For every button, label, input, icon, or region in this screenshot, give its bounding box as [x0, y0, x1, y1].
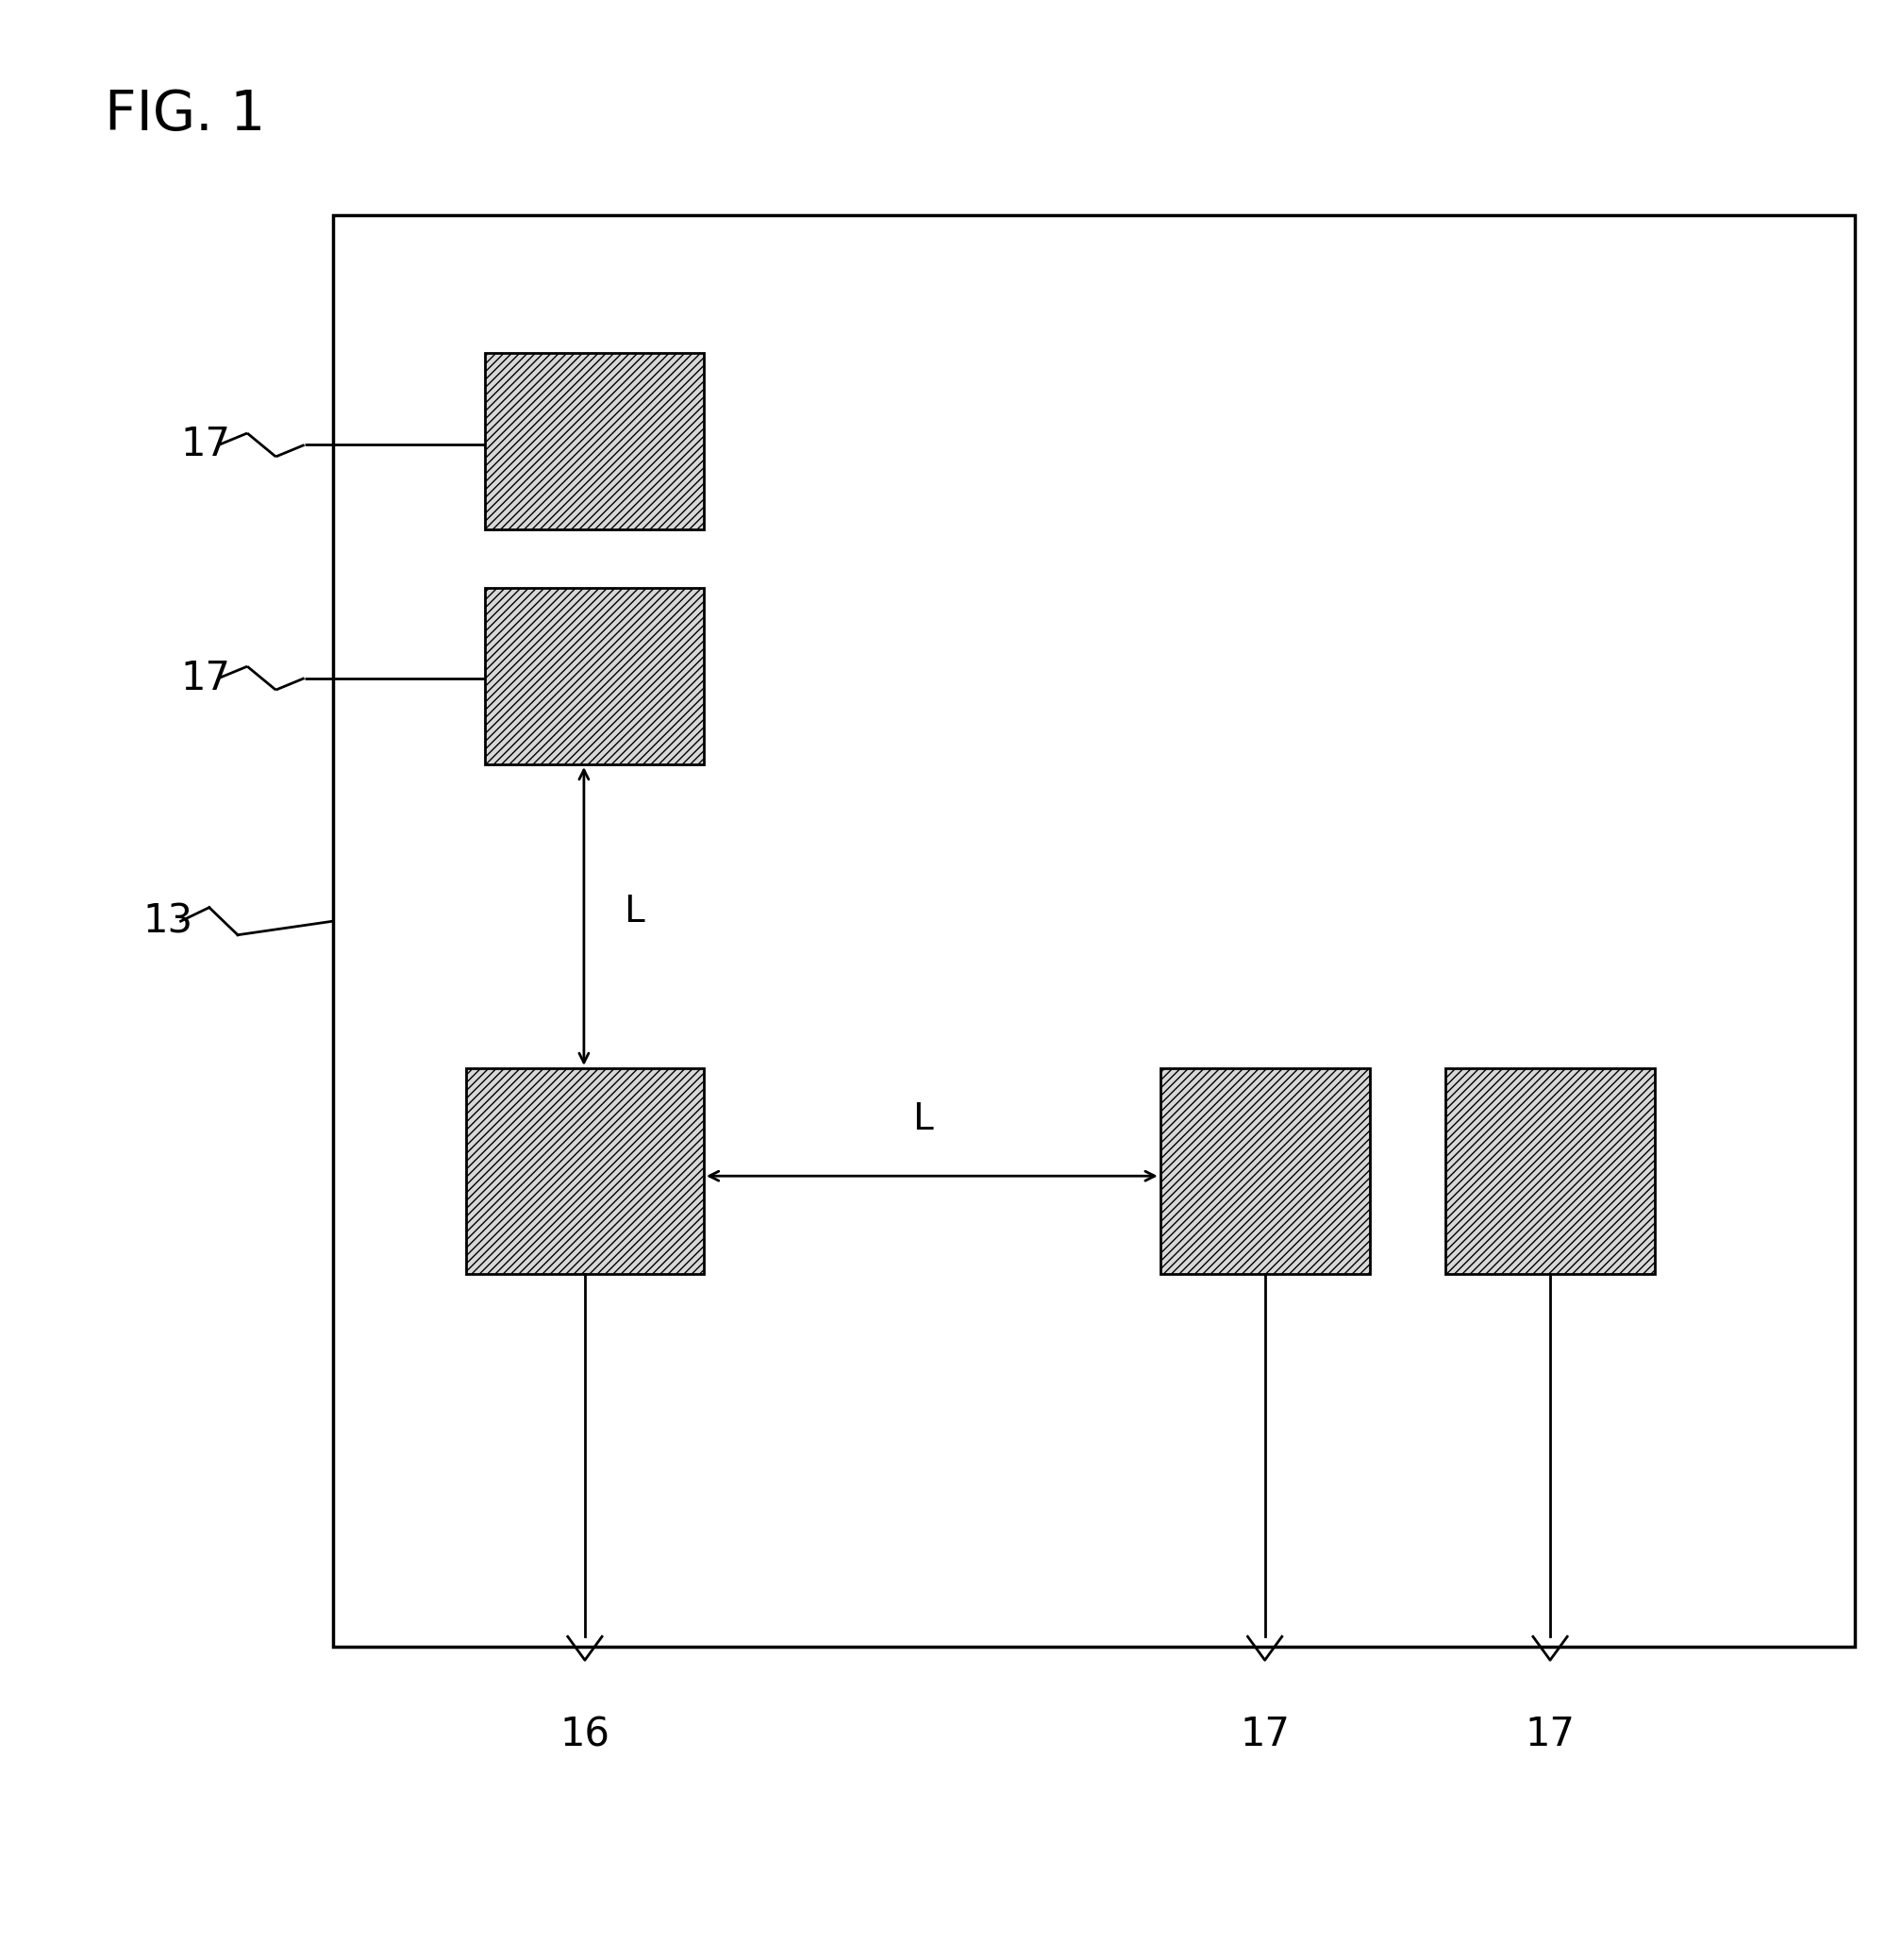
Text: L: L: [624, 894, 645, 929]
Text: FIG. 1: FIG. 1: [105, 88, 264, 141]
Bar: [1446, 1068, 1655, 1274]
Text: 17: 17: [181, 659, 230, 698]
Bar: [466, 1068, 704, 1274]
Text: 17: 17: [1240, 1715, 1290, 1754]
Bar: [485, 353, 704, 529]
Bar: [333, 216, 1854, 1646]
Bar: [485, 588, 704, 764]
Text: L: L: [913, 1102, 932, 1137]
Text: 17: 17: [1525, 1715, 1575, 1754]
Text: 13: 13: [143, 902, 192, 941]
Text: 16: 16: [559, 1715, 611, 1754]
Text: 17: 17: [181, 425, 230, 465]
Bar: [1160, 1068, 1369, 1274]
